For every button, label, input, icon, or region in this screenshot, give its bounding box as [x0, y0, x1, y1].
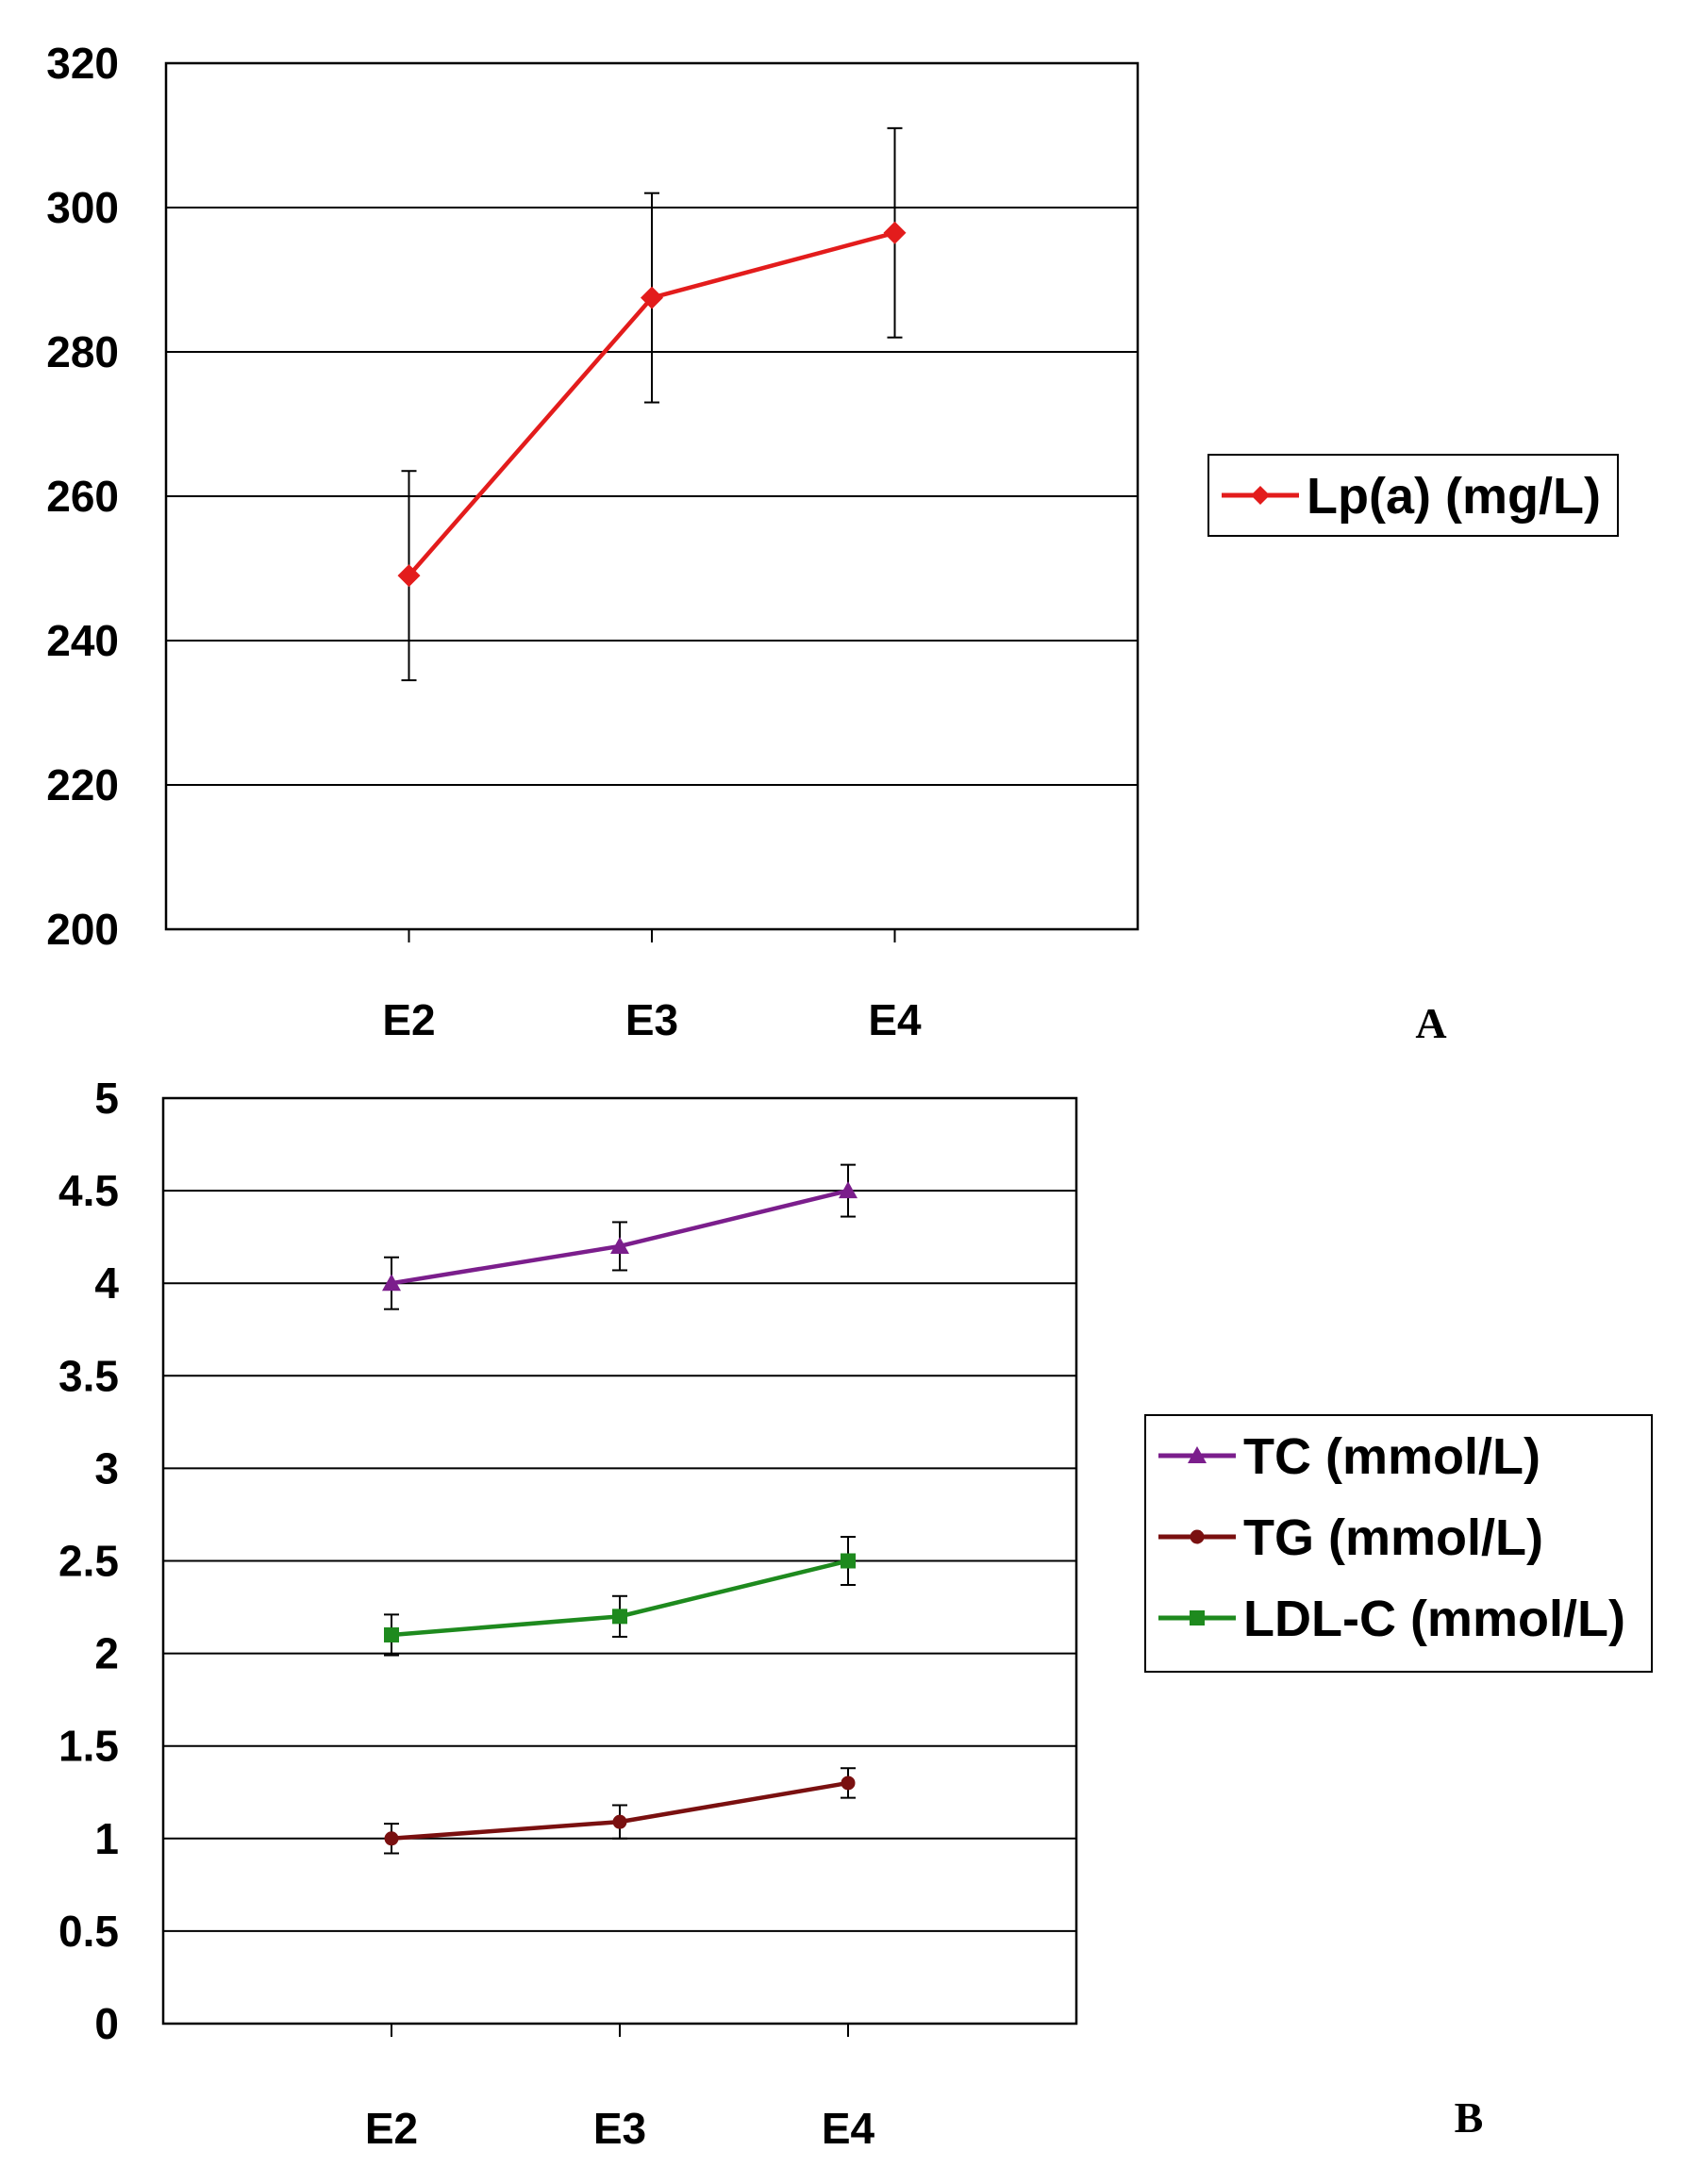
x-tick-label: E4: [822, 2104, 875, 2153]
y-tick-label: 2.5: [58, 1537, 119, 1586]
legend-swatch-marker: [1251, 486, 1270, 505]
data-point: [841, 1553, 856, 1569]
y-tick-label: 320: [46, 39, 119, 88]
y-tick-label: 3: [94, 1443, 119, 1492]
data-point: [612, 1814, 627, 1829]
chart-a: 200 220 240 260 280 300 320 E2 E3 E4 Lp(a) (mg/L) A: [46, 39, 1619, 1047]
legend-label: TC (mmol/L): [1243, 1428, 1540, 1485]
data-point: [883, 221, 907, 244]
x-tick-label: E3: [625, 995, 678, 1044]
data-point: [384, 1626, 399, 1642]
data-point: [612, 1609, 627, 1625]
y-tick-label: 280: [46, 327, 119, 376]
y-tick-label: 300: [46, 183, 119, 232]
legend-swatch-marker: [1188, 1446, 1207, 1463]
legend-label: TG (mmol/L): [1243, 1509, 1543, 1566]
chart-b: 0 0.5 1 1.5 2 2.5 3 3.5 4 4.5 5 E2 E3 E4 TC (mmol/L) TG…: [58, 1074, 1653, 2153]
panel-label: B: [1455, 2093, 1484, 2142]
y-tick-label: 4: [94, 1259, 119, 1308]
legend-swatch-marker: [1190, 1529, 1205, 1544]
y-tick-label: 200: [46, 905, 119, 954]
y-tick-label: 220: [46, 760, 119, 809]
data-point: [839, 1181, 858, 1199]
x-tick-label: E3: [593, 2104, 646, 2153]
data-point: [397, 564, 421, 588]
panel-label: A: [1415, 999, 1446, 1047]
y-tick-label: 240: [46, 616, 119, 665]
x-tick-label: E2: [382, 995, 435, 1044]
y-tick-label: 2: [94, 1629, 119, 1678]
y-tick-label: 3.5: [58, 1351, 119, 1400]
legend-swatch-marker: [1190, 1610, 1205, 1625]
data-point: [382, 1274, 401, 1292]
y-tick-label: 260: [46, 472, 119, 521]
y-tick-label: 4.5: [58, 1166, 119, 1215]
data-point: [384, 1831, 399, 1846]
y-tick-label: 1: [94, 1814, 119, 1863]
y-tick-label: 5: [94, 1074, 119, 1123]
y-tick-label: 0: [94, 1999, 119, 2048]
x-tick-label: E4: [868, 995, 922, 1044]
legend-label: LDL-C (mmol/L): [1243, 1591, 1625, 1647]
y-tick-label: 1.5: [58, 1722, 119, 1771]
y-tick-label: 0.5: [58, 1907, 119, 1956]
data-point: [610, 1236, 629, 1254]
data-point: [641, 286, 663, 309]
x-tick-label: E2: [365, 2104, 418, 2153]
data-point: [841, 1776, 856, 1791]
legend-label: Lp(a) (mg/L): [1307, 468, 1601, 525]
